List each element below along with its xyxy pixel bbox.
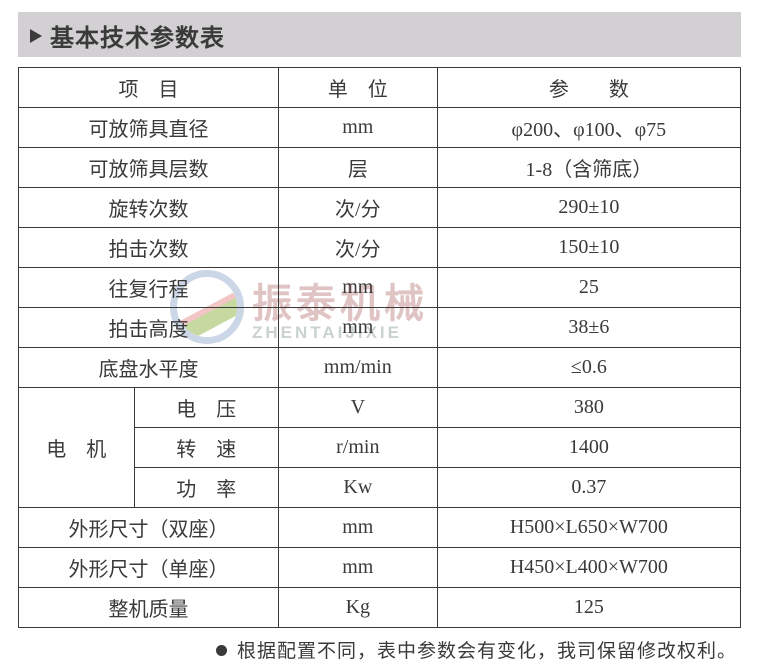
cell-unit: mm <box>278 308 437 348</box>
cell-unit: mm <box>278 548 437 588</box>
cell-unit: 次/分 <box>278 228 437 268</box>
table-header-row: 项 目 单 位 参 数 <box>19 68 741 108</box>
spec-table: 项 目 单 位 参 数 可放筛具直径 mm φ200、φ100、φ75 可放筛具… <box>18 67 741 628</box>
header-unit: 单 位 <box>278 68 437 108</box>
bullet-icon <box>216 645 227 656</box>
cell-unit: mm <box>278 108 437 148</box>
cell-param: 150±10 <box>437 228 740 268</box>
table-row: 拍击高度 mm 38±6 <box>19 308 741 348</box>
cell-param: H450×L400×W700 <box>437 548 740 588</box>
cell-item: 底盘水平度 <box>19 348 279 388</box>
cell-item: 可放筛具直径 <box>19 108 279 148</box>
table-row: 电 机 电 压 V 380 <box>19 388 741 428</box>
cell-item: 电 压 <box>134 388 278 428</box>
page-title: 基本技术参数表 <box>50 18 225 53</box>
footnote: 根据配置不同，表中参数会有变化，我司保留修改权利。 <box>18 636 741 663</box>
cell-unit: r/min <box>278 428 437 468</box>
table-row: 整机质量 Kg 125 <box>19 588 741 628</box>
cell-item: 拍击高度 <box>19 308 279 348</box>
cell-param: 290±10 <box>437 188 740 228</box>
header-param: 参 数 <box>437 68 740 108</box>
table-row: 旋转次数 次/分 290±10 <box>19 188 741 228</box>
cell-param: φ200、φ100、φ75 <box>437 108 740 148</box>
cell-param: H500×L650×W700 <box>437 508 740 548</box>
cell-unit: Kg <box>278 588 437 628</box>
cell-param: 38±6 <box>437 308 740 348</box>
table-row: 可放筛具直径 mm φ200、φ100、φ75 <box>19 108 741 148</box>
cell-param: 1-8（含筛底） <box>437 148 740 188</box>
cell-unit: 层 <box>278 148 437 188</box>
title-bar: 基本技术参数表 <box>18 12 741 57</box>
cell-unit: mm <box>278 508 437 548</box>
table-row: 往复行程 mm 25 <box>19 268 741 308</box>
cell-item: 可放筛具层数 <box>19 148 279 188</box>
cell-param: 1400 <box>437 428 740 468</box>
cell-unit: Kw <box>278 468 437 508</box>
cell-param: 380 <box>437 388 740 428</box>
cell-item: 外形尺寸（双座） <box>19 508 279 548</box>
table-row: 外形尺寸（单座） mm H450×L400×W700 <box>19 548 741 588</box>
table-row: 外形尺寸（双座） mm H500×L650×W700 <box>19 508 741 548</box>
cell-item: 旋转次数 <box>19 188 279 228</box>
cell-item: 拍击次数 <box>19 228 279 268</box>
table-row: 可放筛具层数 层 1-8（含筛底） <box>19 148 741 188</box>
triangle-icon <box>30 29 42 43</box>
cell-unit: V <box>278 388 437 428</box>
footnote-text: 根据配置不同，表中参数会有变化，我司保留修改权利。 <box>237 641 737 662</box>
cell-item: 功 率 <box>134 468 278 508</box>
cell-param: 25 <box>437 268 740 308</box>
cell-item: 整机质量 <box>19 588 279 628</box>
cell-item: 外形尺寸（单座） <box>19 548 279 588</box>
cell-item: 往复行程 <box>19 268 279 308</box>
table-row: 拍击次数 次/分 150±10 <box>19 228 741 268</box>
cell-unit: 次/分 <box>278 188 437 228</box>
header-item: 项 目 <box>19 68 279 108</box>
cell-param: 0.37 <box>437 468 740 508</box>
table-row: 底盘水平度 mm/min ≤0.6 <box>19 348 741 388</box>
cell-unit: mm <box>278 268 437 308</box>
cell-unit: mm/min <box>278 348 437 388</box>
cell-param: ≤0.6 <box>437 348 740 388</box>
cell-motor-label: 电 机 <box>19 388 135 508</box>
cell-item: 转 速 <box>134 428 278 468</box>
cell-param: 125 <box>437 588 740 628</box>
